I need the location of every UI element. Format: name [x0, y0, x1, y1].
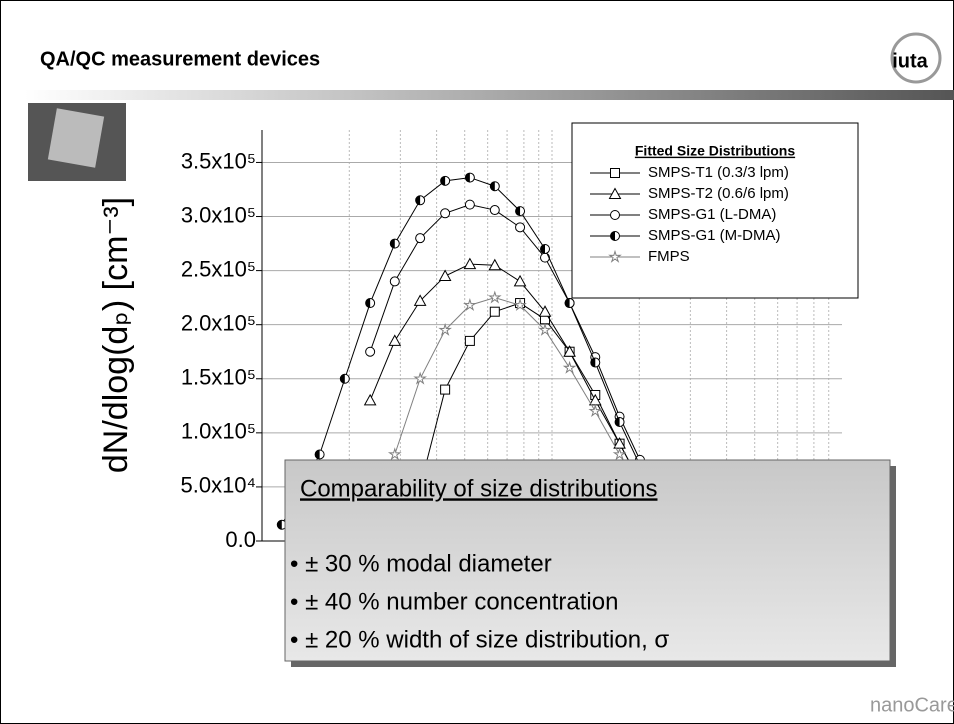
box-bullet: • ± 20 % width of size distribution, σ [290, 626, 669, 653]
box-bullet: • ± 40 % number concentration [290, 588, 618, 615]
thumbnail-particle [47, 108, 105, 168]
marker [513, 298, 527, 312]
marker-half [277, 520, 282, 530]
slide-title: QA/QC measurement devices [40, 48, 320, 70]
marker [389, 276, 400, 287]
marker [464, 172, 475, 183]
marker [610, 168, 620, 178]
marker [610, 231, 620, 241]
series-group [276, 172, 647, 530]
marker [438, 269, 452, 282]
marker [590, 357, 601, 368]
legend-box [571, 122, 859, 299]
marker [540, 243, 551, 254]
summary-box [284, 459, 891, 662]
marker-half [610, 231, 615, 241]
marker [612, 447, 627, 461]
marker [440, 384, 451, 395]
marker-half [315, 449, 320, 459]
logo: iuta [892, 50, 928, 72]
marker-half [465, 173, 470, 183]
marker-half [365, 298, 371, 308]
y-tick-label: 2.0x10⁵ [181, 310, 256, 335]
marker [464, 199, 475, 210]
legend-label: SMPS-T2 (0.6/6 lpm) [648, 185, 789, 202]
marker [515, 222, 526, 233]
marker [488, 258, 502, 271]
marker [489, 205, 500, 216]
plot: 0.0 5.0x10⁴ 1.0x10⁵ 1.5x10⁵ 2.0x10⁵ 2.5x10⁵ 3.… [180, 130, 842, 552]
y-tick-label: 0.0 [225, 527, 256, 552]
marker [562, 360, 577, 374]
marker [487, 290, 502, 304]
marker [464, 335, 475, 346]
series-line [419, 302, 641, 488]
marker [614, 417, 625, 428]
marker [413, 294, 427, 306]
marker-half [415, 195, 421, 205]
marker [363, 393, 377, 406]
marker [489, 306, 500, 317]
legend-title: Fitted Size Distributions [635, 143, 795, 159]
box-heading: Comparability of size distributions [300, 475, 657, 502]
series-line [369, 263, 641, 482]
legend-label: FMPS [648, 248, 690, 265]
legend-label: SMPS-G1 (M-DMA) [648, 227, 781, 244]
marker [489, 181, 500, 192]
legend-label: SMPS-G1 (L-DMA) [648, 206, 776, 223]
y-axis-label: dN/dlog(dₚ) [cm⁻³] [97, 197, 135, 473]
marker [515, 206, 526, 217]
marker [463, 257, 477, 270]
marker [365, 346, 376, 357]
marker [276, 519, 287, 530]
marker-half [515, 206, 521, 216]
logo-ring [890, 32, 942, 84]
y-tick-label: 2.5x10⁵ [181, 256, 256, 281]
marker [513, 274, 527, 287]
marker [314, 449, 325, 460]
marker [610, 210, 620, 220]
marker [413, 371, 427, 385]
marker [608, 187, 622, 199]
series-line [369, 204, 641, 461]
title-bar [25, 90, 954, 100]
marker-half [340, 374, 345, 384]
marker-half [440, 176, 446, 186]
y-tick-label: 1.0x10⁵ [181, 419, 256, 444]
legend-label: SMPS-T1 (0.3/3 lpm) [648, 164, 789, 181]
legend: Fitted Size Distributions SMPS-T1 (0.3/3 … [571, 122, 859, 299]
marker-half [490, 181, 495, 191]
marker-half [390, 239, 395, 249]
marker [339, 373, 350, 384]
marker-half [590, 358, 596, 368]
marker [538, 322, 552, 336]
marker [463, 298, 477, 312]
marker [415, 233, 426, 244]
y-tick-label: 3.0x10⁵ [181, 202, 256, 227]
marker-half [565, 298, 570, 308]
y-tick-label: 1.5x10⁵ [181, 365, 256, 390]
marker [388, 334, 402, 346]
marker [588, 404, 603, 418]
marker [440, 175, 451, 186]
box-bullet: • ± 30 % modal diameter [290, 550, 552, 577]
marker [538, 305, 552, 317]
marker-half [540, 244, 546, 254]
footer-logo: nanoCare [870, 694, 954, 716]
marker [389, 238, 400, 249]
marker [438, 322, 452, 336]
y-tick-label: 5.0x10⁴ [180, 473, 256, 498]
marker [540, 252, 551, 263]
marker [440, 208, 451, 219]
marker [387, 447, 402, 461]
y-tick-label: 3.5x10⁵ [181, 148, 256, 173]
marker [564, 298, 575, 309]
marker [563, 345, 576, 357]
marker-half [615, 417, 620, 427]
marker [365, 298, 376, 309]
marker [415, 195, 426, 206]
marker [608, 249, 622, 263]
